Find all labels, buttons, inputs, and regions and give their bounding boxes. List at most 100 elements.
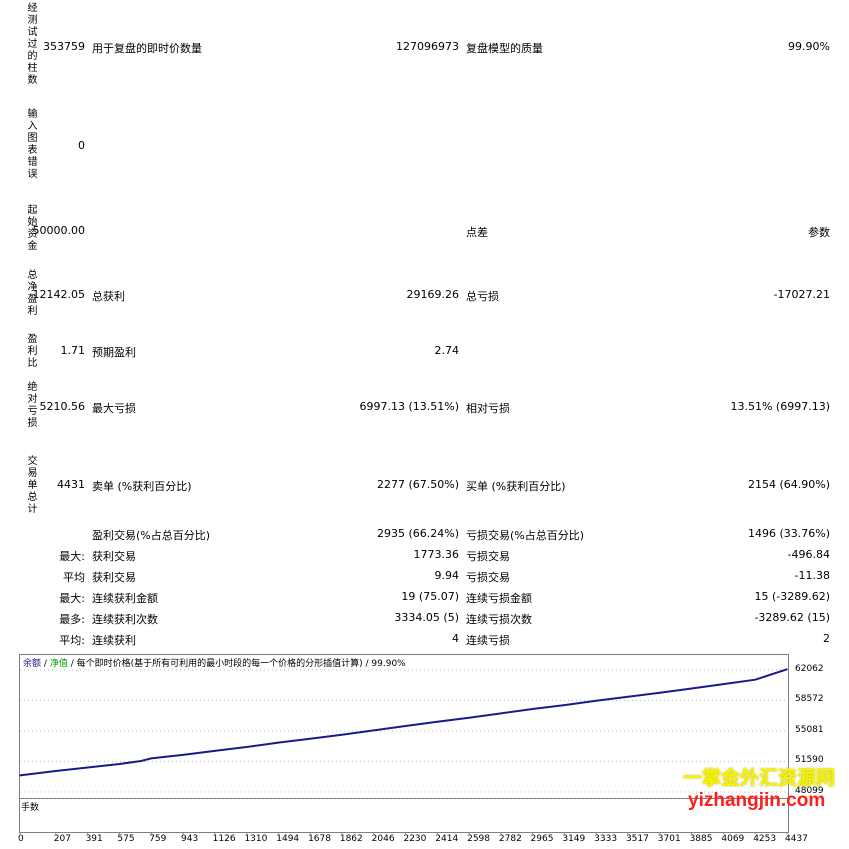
y-tick-label: 48099 [795,786,824,796]
total-trades-value: 4431 [57,478,85,491]
relative-drawdown-value: 13.51% (6997.13) [730,400,830,413]
profit-factor-label: 盈利比 [25,333,36,369]
x-tick-label: 1678 [308,834,331,844]
x-tick-label: 3517 [625,834,649,844]
data-point [563,704,566,706]
data-point [118,763,121,765]
stat-v1: 4 [452,632,459,645]
data-point [627,695,629,698]
ticks-modelled-label: 用于复盘的即时价数量 [92,42,202,55]
x-tick-label: 2965 [530,834,554,844]
stat-v2: -3289.62 (15) [754,611,830,624]
stat-v2: 2 [823,632,830,645]
stat-prefix: 最大: [59,592,85,605]
chart-legend: 余额 / 净值 / 每个即时价格(基于所有可利用的最小时段的每一个价格的分形插值… [23,656,406,669]
short-positions-value: 2277 (67.50%) [376,478,459,491]
x-tick-label: 943 [181,834,199,844]
watermark-url: yizhangjin.com [688,790,826,811]
data-point [754,678,756,681]
x-tick-label: 2046 [371,834,395,844]
max-drawdown-value: 6997.13 (13.51%) [359,400,459,413]
gross-profit-value: 29169.26 [406,288,460,301]
data-point [54,770,57,772]
spread-label: 点差 [466,226,488,239]
legend-description: 每个即时价格(基于所有可利用的最小时段的每一个价格的分形插值计算) / 99.9… [76,659,406,669]
stat-prefix: 平均 [63,571,85,584]
data-point [309,737,311,740]
stat-k2: 连续亏损 [466,634,510,647]
bars-tested-label: 经测试过的柱数 [25,2,36,86]
x-tick-label: 1126 [212,834,236,844]
stat-k2: 亏损交易(%占总百分比) [466,529,585,542]
stat-v2: 15 (-3289.62) [754,590,830,603]
y-tick-label: 58572 [795,694,824,705]
x-tick-label: 391 [85,834,103,844]
stat-prefix: 平均: [59,634,85,647]
legend-separator: / [43,659,47,669]
initial-deposit-value: 50000.00 [32,224,86,237]
x-tick-label: 2230 [403,834,427,844]
short-positions-label: 卖单 (%获利百分比) [92,480,192,493]
stat-v2: -496.84 [787,548,830,561]
volume-label: 手数 [21,803,40,813]
long-positions-value: 2154 (64.90%) [747,478,830,491]
data-point [245,746,248,748]
max-drawdown-label: 最大亏损 [92,402,136,415]
abs-drawdown-value: 5210.56 [39,400,86,413]
stat-k1: 连续获利 [92,634,136,647]
expected-payoff-label: 预期盈利 [92,346,136,359]
data-point [500,712,502,715]
x-tick-label: 207 [53,834,71,844]
volume-panel [19,798,789,833]
ticks-modelled-value: 127096973 [396,40,459,53]
legend-equity: 净值 [49,659,68,669]
x-tick-label: 575 [117,834,135,844]
data-point [786,668,788,671]
data-point [213,750,216,752]
stat-k1: 获利交易 [92,550,136,563]
x-tick-label: 0 [18,834,24,844]
legend-separator: / [70,659,74,669]
data-point [150,757,153,760]
stat-v1: 1773.36 [413,548,460,561]
chart-errors-value: 0 [78,139,85,152]
x-tick-label: 2782 [498,834,522,844]
x-tick-label: 1310 [244,834,268,844]
data-point [658,692,661,694]
legend-balance: 余额 [23,659,42,669]
profit-factor-value: 1.71 [60,344,86,357]
bars-tested-value: 353759 [43,40,85,53]
x-tick-label: 2414 [435,834,459,844]
spread-value: 参数 [808,226,830,239]
long-positions-label: 买单 (%获利百分比) [466,480,566,493]
stat-k1: 盈利交易(%占总百分比) [92,529,211,542]
expected-payoff-value: 2.74 [434,344,460,357]
gross-profit-label: 总获利 [92,290,125,303]
stat-k1: 连续获利金额 [92,592,158,605]
y-tick-label: 62062 [795,664,824,674]
balance-line [19,668,788,777]
net-profit-value: 12142.05 [32,288,86,301]
stat-prefix: 最大: [59,550,85,563]
data-point [722,683,725,685]
x-tick-label: 3701 [657,834,681,844]
stat-k2: 连续亏损金额 [466,592,532,605]
watermark-chinese: 一掌金外汇资源网 [683,767,836,789]
initial-deposit-label: 起始资金 [25,204,36,252]
data-point [595,699,597,702]
stat-prefix: 最多: [59,613,85,626]
x-tick-label: 1494 [276,834,300,844]
gross-loss-label: 总亏损 [466,290,499,303]
chart-errors-label: 输入图表错误 [25,108,36,180]
stat-v2: 1496 (33.76%) [747,527,830,540]
x-tick-label: 4437 [785,834,808,844]
x-tick-label: 3885 [689,834,713,844]
stat-v1: 3334.05 (5) [394,611,459,624]
stat-v1: 2935 (66.24%) [376,527,459,540]
data-point [372,729,375,732]
stat-v1: 19 (75.07) [401,590,459,603]
stat-k1: 连续获利次数 [92,613,158,626]
data-point [86,766,89,769]
data-point [436,720,439,723]
data-point [277,741,280,744]
